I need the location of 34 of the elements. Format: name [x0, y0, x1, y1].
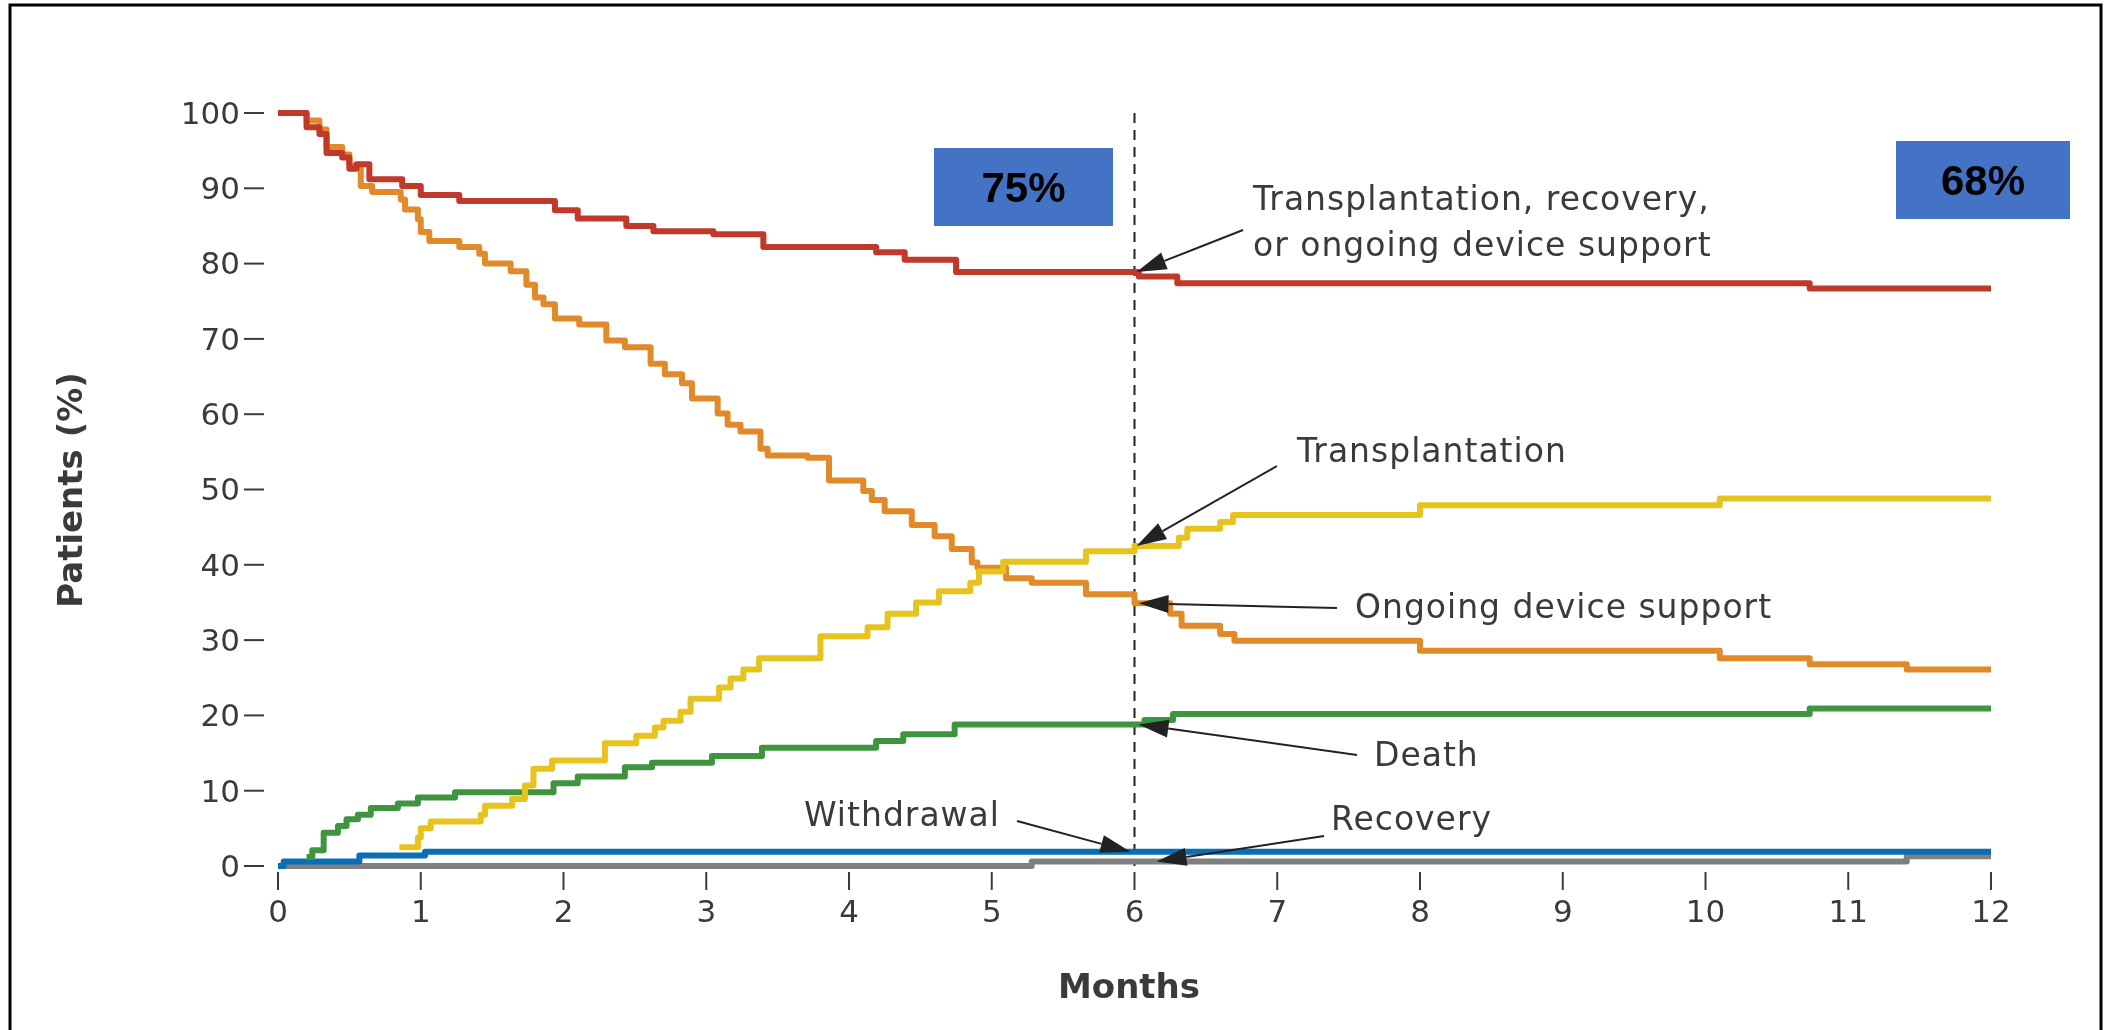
y-tick-label: 0	[220, 847, 240, 884]
x-tick-label: 3	[696, 893, 717, 929]
x-tick-label: 5	[981, 893, 1002, 929]
y-tick-label: 100	[180, 94, 240, 131]
x-tick-label: 7	[1267, 893, 1288, 929]
x-tick-label: 1	[410, 893, 431, 929]
x-tick-label: 6	[1124, 893, 1145, 929]
y-tick-label: 50	[200, 471, 240, 508]
series-label: Transplantation	[1296, 431, 1567, 470]
y-tick-label: 60	[200, 396, 240, 433]
y-tick-label: 80	[200, 245, 240, 282]
series-label: Ongoing device support	[1355, 587, 1773, 626]
x-tick-label: 0	[268, 893, 288, 929]
y-axis-title: Patients (%)	[49, 372, 90, 608]
annotation: 68%	[1940, 156, 2026, 204]
series-label: Recovery	[1331, 799, 1493, 838]
x-tick-label: 11	[1828, 893, 1868, 929]
x-tick-label: 10	[1685, 893, 1726, 929]
y-tick-label: 10	[200, 772, 240, 809]
x-tick-label: 9	[1552, 893, 1573, 929]
y-tick-label: 70	[200, 320, 240, 357]
x-axis-title: Months	[1057, 966, 1201, 1006]
x-tick-label: 8	[1410, 893, 1430, 929]
x-tick-label: 4	[839, 893, 859, 929]
y-tick-label: 30	[200, 621, 240, 658]
series-label: Death	[1374, 735, 1479, 774]
series-label: Withdrawal	[803, 795, 1000, 834]
series-label: Transplantation, recovery, or ongoing device support	[1252, 179, 1712, 264]
x-tick-label: 2	[553, 893, 574, 929]
x-tick-label: 12	[1971, 893, 2011, 929]
y-tick-label: 90	[200, 170, 240, 207]
y-tick-label: 20	[200, 697, 240, 734]
y-tick-label: 40	[200, 546, 240, 583]
annotation: 75%	[981, 163, 1066, 211]
